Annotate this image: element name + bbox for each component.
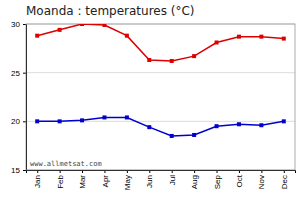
x-tick-label: Sep bbox=[213, 174, 222, 189]
x-tick-label: May bbox=[123, 175, 132, 190]
marker bbox=[125, 115, 129, 119]
plot-frame bbox=[26, 24, 295, 170]
x-tick-mark bbox=[284, 170, 285, 173]
y-tick-mark bbox=[23, 170, 26, 171]
y-tick-label: 20 bbox=[11, 117, 20, 126]
series-markers bbox=[35, 24, 286, 63]
marker bbox=[282, 37, 286, 41]
marker bbox=[58, 119, 62, 123]
x-tick-mark bbox=[149, 170, 150, 173]
series-markers bbox=[35, 115, 286, 137]
marker bbox=[192, 54, 196, 58]
y-tick-mark bbox=[23, 24, 26, 25]
x-tick: Oct bbox=[235, 170, 244, 187]
x-tick-mark bbox=[172, 170, 173, 173]
x-tick-label: Aug bbox=[190, 175, 199, 189]
x-tick: Jul bbox=[168, 170, 177, 185]
x-axis-line bbox=[27, 171, 296, 174]
marker bbox=[35, 34, 39, 38]
x-tick-label: Jan bbox=[33, 175, 42, 188]
marker bbox=[282, 119, 286, 123]
marker bbox=[259, 35, 263, 39]
x-axis: Jan Feb Mar Apr May Jun Jul Aug Sep Oct Nov Dec bbox=[27, 170, 296, 190]
marker bbox=[102, 24, 106, 27]
x-tick: Mar bbox=[78, 170, 87, 189]
x-tick-mark bbox=[217, 170, 218, 173]
y-tick-mark bbox=[23, 121, 26, 122]
x-tick: Jun bbox=[145, 170, 154, 188]
marker bbox=[80, 118, 84, 122]
marker bbox=[259, 123, 263, 127]
x-tick: Feb bbox=[56, 170, 65, 189]
marker bbox=[192, 133, 196, 137]
x-tick-mark bbox=[60, 170, 61, 173]
x-tick-mark bbox=[127, 170, 128, 173]
marker bbox=[102, 115, 106, 119]
x-tick-label: Nov bbox=[257, 175, 266, 189]
marker bbox=[215, 124, 219, 128]
chart: Jan Feb Mar Apr May Jun Jul Aug Sep Oct Nov Dec 15 20… bbox=[0, 0, 305, 200]
y-tick: 15 bbox=[11, 166, 26, 175]
marker bbox=[35, 119, 39, 123]
x-tick: Dec bbox=[280, 170, 289, 189]
marker bbox=[147, 125, 151, 129]
plot: Jan Feb Mar Apr May Jun Jul Aug Sep Oct Nov Dec 15 20… bbox=[11, 20, 295, 190]
marker bbox=[215, 40, 219, 44]
x-tick: Jan bbox=[33, 170, 42, 188]
marker bbox=[58, 28, 62, 32]
x-tick-mark bbox=[82, 170, 83, 173]
series-line bbox=[37, 24, 284, 61]
x-tick-mark bbox=[239, 170, 240, 173]
x-tick-label: Dec bbox=[280, 175, 289, 189]
title: Moanda : temperatures (°C) bbox=[26, 4, 195, 18]
x-tick: Aug bbox=[190, 170, 199, 189]
marker bbox=[170, 59, 174, 63]
x-tick: May bbox=[123, 170, 132, 190]
y-tick-label: 25 bbox=[11, 69, 20, 78]
marker bbox=[147, 58, 151, 62]
x-tick-label: Apr bbox=[101, 175, 110, 188]
marker bbox=[125, 34, 129, 38]
x-tick-mark bbox=[261, 170, 262, 173]
x-tick: Apr bbox=[101, 170, 110, 187]
y-tick-mark bbox=[23, 73, 26, 74]
marker bbox=[80, 24, 84, 26]
marker bbox=[237, 122, 241, 126]
x-tick-mark bbox=[37, 170, 38, 173]
grid-line bbox=[26, 72, 295, 73]
series-line bbox=[37, 117, 284, 135]
marks bbox=[35, 24, 286, 138]
x-tick: Sep bbox=[213, 170, 222, 189]
marker bbox=[237, 35, 241, 39]
x-tick-label: Jul bbox=[168, 175, 177, 185]
y-tick-label: 15 bbox=[11, 166, 20, 175]
x-tick-label: Jun bbox=[145, 175, 154, 188]
x-tick-label: Oct bbox=[235, 174, 244, 187]
y-tick-label: 30 bbox=[11, 20, 20, 29]
y-tick: 25 bbox=[11, 69, 26, 78]
marker bbox=[170, 134, 174, 138]
annotation: www.allmetsat.com bbox=[30, 160, 102, 168]
x-tick-label: Feb bbox=[56, 174, 65, 188]
x-tick-mark bbox=[194, 170, 195, 173]
y-axis: 15 20 25 30 bbox=[11, 20, 26, 175]
y-tick: 30 bbox=[11, 20, 26, 29]
y-tick: 20 bbox=[11, 117, 26, 126]
x-tick: Nov bbox=[257, 170, 266, 189]
grid bbox=[26, 24, 295, 170]
x-tick-mark bbox=[104, 170, 105, 173]
x-tick-label: Mar bbox=[78, 175, 87, 189]
